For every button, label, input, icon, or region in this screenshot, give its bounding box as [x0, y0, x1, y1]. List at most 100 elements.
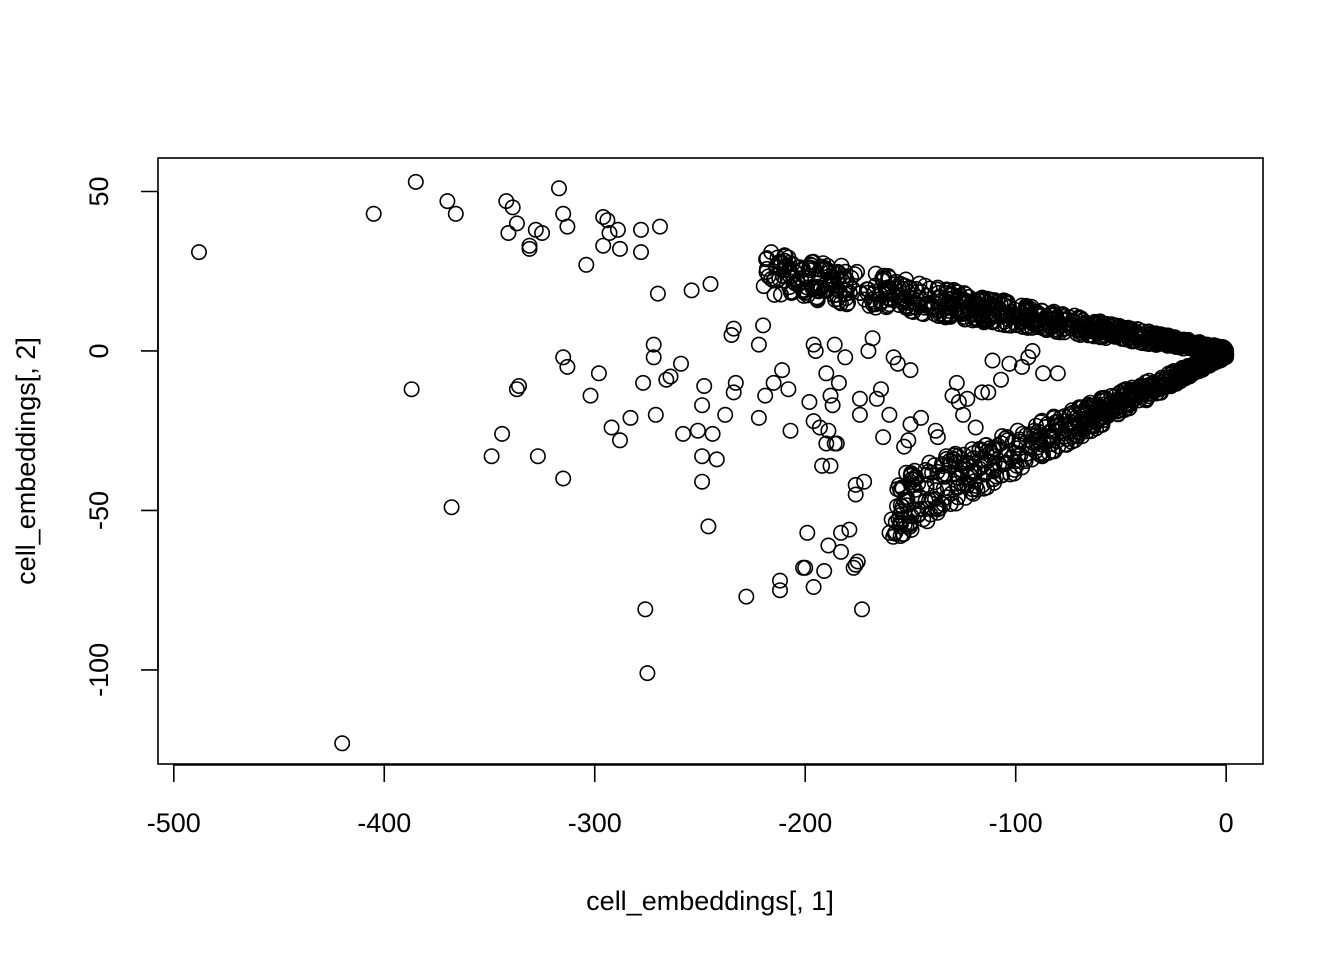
- data-point: [1195, 360, 1212, 377]
- data-point: [521, 237, 538, 254]
- data-point: [861, 297, 878, 314]
- data-point: [1051, 324, 1068, 341]
- data-point: [672, 355, 689, 372]
- data-point: [818, 435, 835, 452]
- data-point: [717, 406, 734, 423]
- data-point: [649, 285, 666, 302]
- data-point: [555, 349, 572, 366]
- data-point: [651, 218, 668, 235]
- data-point: [929, 504, 946, 521]
- x-tick-label: -100: [989, 808, 1043, 838]
- data-points: [191, 173, 1235, 752]
- data-point: [191, 244, 208, 261]
- data-point: [966, 295, 983, 312]
- data-point: [1007, 453, 1024, 470]
- data-point: [955, 406, 972, 423]
- data-point: [902, 416, 919, 433]
- data-point: [877, 286, 894, 303]
- data-point: [609, 221, 626, 238]
- data-point: [675, 425, 692, 442]
- data-point: [1095, 392, 1112, 409]
- data-point: [521, 240, 538, 257]
- data-point: [868, 390, 885, 407]
- data-point: [658, 371, 675, 388]
- data-point: [782, 422, 799, 439]
- data-point: [849, 553, 866, 570]
- data-point: [805, 253, 822, 270]
- data-point: [611, 432, 628, 449]
- data-point: [984, 298, 1001, 315]
- data-point: [909, 490, 926, 507]
- data-point: [875, 267, 892, 284]
- data-point: [919, 513, 936, 530]
- data-point: [510, 377, 527, 394]
- data-point: [1027, 443, 1044, 460]
- data-point: [866, 283, 883, 300]
- data-point: [975, 464, 992, 481]
- data-point: [986, 441, 1003, 458]
- data-point: [645, 349, 662, 366]
- data-point: [750, 336, 767, 353]
- data-point: [847, 476, 864, 493]
- data-point: [797, 559, 814, 576]
- data-point: [859, 284, 876, 301]
- data-point: [1049, 365, 1066, 382]
- y-tick-label: 0: [84, 343, 114, 358]
- data-point: [1165, 375, 1182, 392]
- data-point: [1002, 450, 1019, 467]
- data-point: [603, 419, 620, 436]
- y-axis-title: cell_embeddings[, 2]: [11, 337, 41, 585]
- data-point: [818, 365, 835, 382]
- data-point: [694, 448, 711, 465]
- data-point: [998, 428, 1015, 445]
- data-point: [851, 390, 868, 407]
- data-point: [694, 397, 711, 414]
- data-point: [750, 409, 767, 426]
- data-point: [889, 355, 906, 372]
- data-point: [1147, 334, 1164, 351]
- data-point: [984, 352, 1001, 369]
- data-point: [1080, 396, 1097, 413]
- data-point: [814, 457, 831, 474]
- data-point: [1002, 317, 1019, 334]
- data-point: [550, 180, 567, 197]
- data-point: [755, 278, 772, 295]
- data-point: [880, 267, 897, 284]
- data-point: [1089, 324, 1106, 341]
- data-point: [1117, 382, 1134, 399]
- data-point: [508, 215, 525, 232]
- x-tick-label: -200: [778, 808, 832, 838]
- data-point: [830, 293, 847, 310]
- data-point: [927, 422, 944, 439]
- data-point: [555, 470, 572, 487]
- data-point: [683, 282, 700, 299]
- data-point: [611, 240, 628, 257]
- data-point: [647, 406, 664, 423]
- data-point: [825, 276, 842, 293]
- data-point: [917, 277, 934, 294]
- data-point: [1165, 331, 1182, 348]
- data-point: [891, 507, 908, 524]
- data-point: [942, 308, 959, 325]
- data-point: [774, 362, 791, 379]
- data-point: [635, 374, 652, 391]
- data-point: [447, 205, 464, 222]
- data-point: [848, 263, 865, 280]
- data-point: [940, 282, 957, 299]
- data-point: [820, 537, 837, 554]
- data-point: [500, 225, 517, 242]
- data-point: [1023, 451, 1040, 468]
- data-point: [853, 601, 870, 618]
- data-point: [529, 448, 546, 465]
- data-point: [696, 377, 713, 394]
- data-point: [832, 543, 849, 560]
- data-point: [508, 381, 525, 398]
- data-point: [1145, 382, 1162, 399]
- data-point: [1188, 363, 1205, 380]
- data-point: [967, 419, 984, 436]
- data-point: [1020, 310, 1037, 327]
- data-point: [1165, 362, 1182, 379]
- data-point: [902, 362, 919, 379]
- data-point: [1139, 390, 1156, 407]
